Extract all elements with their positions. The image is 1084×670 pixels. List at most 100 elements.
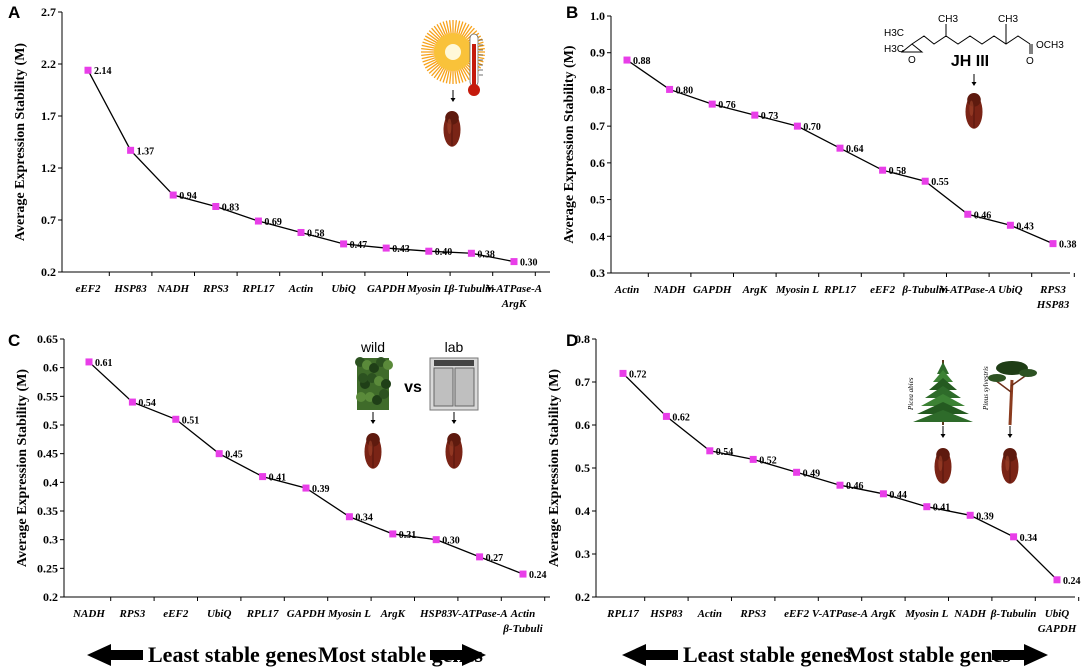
sun-ray — [456, 20, 461, 35]
y-tick-label: 0.4 — [43, 475, 58, 489]
data-point — [966, 511, 974, 519]
sun-ray — [457, 21, 464, 36]
data-label: 0.76 — [718, 100, 736, 111]
sun-ray — [424, 35, 438, 44]
sun-ray — [456, 69, 461, 84]
data-label: 0.31 — [399, 530, 417, 541]
right-arrow-icon — [430, 644, 486, 666]
forest-image — [355, 357, 393, 410]
data-point — [879, 166, 887, 174]
lab-label: lab — [445, 339, 464, 355]
x-tick-label: GAPDH — [367, 283, 406, 295]
x-tick-label: RPL17 — [242, 283, 275, 295]
x-tick-label: RPL17 — [823, 284, 856, 296]
x-tick-label: Actin — [510, 608, 535, 620]
data-point — [1010, 533, 1018, 541]
y-tick-label: 0.35 — [37, 504, 58, 518]
footer-right — [622, 644, 1048, 666]
x-tick-label: NADH — [72, 608, 105, 620]
sun-ray — [442, 21, 449, 36]
x-tick-label: ArgK — [501, 298, 527, 310]
sun-ray — [424, 60, 438, 69]
panel-d: D 0.2 0.3 0.4 0.5 0.6 0.7 0.8 Average Expression… — [547, 331, 1081, 635]
beetle-icon — [934, 448, 952, 484]
data-point — [510, 258, 518, 266]
footer-left — [87, 644, 486, 666]
sun-ray — [431, 27, 442, 40]
data-label: 0.94 — [179, 191, 197, 202]
data-point — [476, 553, 484, 561]
beetle-icon — [1001, 448, 1019, 484]
data-label: 0.47 — [350, 240, 368, 251]
data-point — [836, 481, 844, 489]
x-tick-label: RPL17 — [606, 608, 639, 620]
x-tick-label: GAPDH — [287, 608, 326, 620]
pine-crown — [988, 374, 1006, 382]
x-tick-label: eEF2 — [163, 608, 189, 620]
data-point — [879, 490, 887, 498]
arrow-head — [1007, 434, 1013, 438]
x-tick-label: Myosin L — [904, 608, 948, 620]
x-tick-label: Actin — [697, 608, 722, 620]
molecule-label: H3C — [884, 28, 904, 39]
data-point — [619, 369, 627, 377]
molecule-label: OCH3 — [1036, 40, 1064, 51]
x-tick-label: eEF2 — [75, 283, 101, 295]
y-tick-label: 0.3 — [575, 547, 590, 561]
x-tick-label: NADH — [653, 284, 686, 296]
arrow-head — [971, 82, 977, 86]
molecule-label: O — [1026, 56, 1034, 67]
x-tick-label: β-Tubuli — [502, 623, 543, 635]
y-tick-label: 2.7 — [41, 5, 56, 19]
data-label: 0.34 — [1020, 533, 1038, 544]
sun-core — [445, 44, 461, 60]
x-tick-label: ArgK — [870, 608, 896, 620]
right-arrow-icon — [992, 644, 1048, 666]
molecule-chain — [911, 35, 1031, 45]
sun-ray — [423, 58, 437, 66]
thermo-bulb — [468, 84, 480, 96]
data-point — [215, 450, 223, 458]
beetle-pronotum — [445, 111, 459, 125]
y-tick-label: 0.5 — [575, 461, 590, 475]
sun-ray — [459, 22, 467, 36]
data-label: 0.39 — [976, 511, 994, 522]
sun-thermometer-illustration — [421, 20, 485, 147]
data-point — [666, 85, 674, 93]
sun-ray — [422, 56, 437, 63]
left-arrow-icon — [87, 644, 143, 666]
x-tick-label: RPS3 — [1039, 284, 1066, 296]
y-tick-label: 0.3 — [590, 266, 605, 280]
sun-ray — [421, 53, 436, 56]
sun-ray — [463, 25, 473, 38]
y-tick-label: 0.8 — [575, 332, 590, 346]
pine-branch — [994, 379, 1012, 393]
x-tick-label: Actin — [288, 283, 313, 295]
sun-ray — [449, 20, 452, 35]
x-tick-label: NADH — [953, 608, 986, 620]
data-label: 1.37 — [137, 146, 155, 157]
beetle-highlight — [938, 455, 943, 471]
x-tick-label: RPL17 — [246, 608, 279, 620]
data-point — [1049, 240, 1057, 248]
sun-ray — [459, 68, 467, 82]
y-tick-label: 0.7 — [575, 375, 590, 389]
pine-tree-icon — [988, 361, 1037, 426]
x-tick-label: V-ATPase-A — [451, 608, 507, 620]
spruce-layer — [933, 370, 953, 382]
spruce-layer — [937, 362, 949, 374]
sun-ray — [431, 64, 442, 77]
y-tick-label: 0.65 — [37, 332, 58, 346]
x-tick-label: HSP83 — [649, 608, 683, 620]
data-label: 0.61 — [95, 358, 113, 369]
sun-ray — [461, 23, 470, 37]
x-tick-label: ArgK — [742, 284, 768, 296]
data-label: 0.58 — [889, 166, 907, 177]
vs-label: vs — [404, 379, 422, 396]
arrow-head — [451, 420, 457, 424]
beetle-highlight — [368, 440, 373, 456]
sun-ray — [421, 44, 436, 49]
x-tick-label: ArgK — [380, 608, 406, 620]
